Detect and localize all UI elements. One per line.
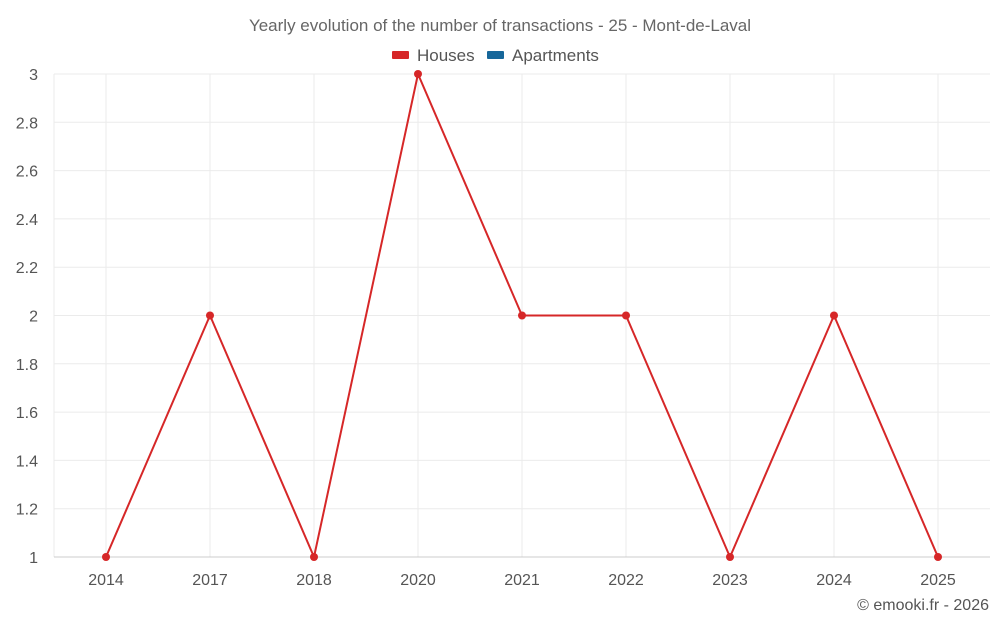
data-point-houses[interactable]	[310, 553, 318, 561]
legend: Houses Apartments	[392, 46, 599, 65]
x-tick-label: 2018	[296, 572, 332, 589]
data-point-houses[interactable]	[518, 311, 526, 320]
y-tick-label: 2	[29, 309, 38, 326]
x-tick-label: 2023	[712, 572, 748, 589]
data-point-houses[interactable]	[830, 311, 838, 320]
data-point-houses[interactable]	[934, 553, 942, 561]
y-tick-label: 1	[29, 550, 38, 567]
x-tick-label: 2014	[88, 572, 124, 589]
legend-swatch-apartments	[487, 51, 504, 59]
y-tick-label: 2.8	[16, 115, 38, 132]
x-tick-label: 2022	[608, 572, 644, 589]
legend-item-apartments[interactable]: Apartments	[487, 46, 599, 65]
y-tick-label: 1.4	[16, 453, 38, 470]
y-tick-label: 1.6	[16, 405, 38, 422]
axes: 1 1.2 1.4 1.6 1.8 2 2.2 2.4 2.6 2.8 3 2014 2017 2018 2…	[16, 67, 990, 589]
x-tick-label: 2024	[816, 572, 852, 589]
credit-text: © emooki.fr - 2026	[857, 597, 989, 614]
legend-item-houses[interactable]: Houses	[392, 46, 475, 65]
x-tick-label: 2025	[920, 572, 956, 589]
chart-title: Yearly evolution of the number of transa…	[249, 16, 751, 35]
series-layer	[102, 70, 942, 561]
data-point-houses[interactable]	[102, 553, 110, 561]
x-tick-label: 2021	[504, 572, 540, 589]
y-tick-label: 1.8	[16, 357, 38, 374]
legend-label-houses: Houses	[417, 46, 475, 65]
data-point-houses[interactable]	[414, 70, 422, 78]
y-tick-label: 2.6	[16, 164, 38, 181]
data-point-houses[interactable]	[206, 311, 214, 320]
x-tick-label: 2017	[192, 572, 228, 589]
legend-label-apartments: Apartments	[512, 46, 599, 65]
y-tick-label: 2.4	[16, 212, 38, 229]
legend-swatch-houses	[392, 51, 409, 59]
data-point-houses[interactable]	[622, 311, 630, 320]
y-tick-label: 2.2	[16, 260, 38, 277]
data-point-houses[interactable]	[726, 553, 734, 561]
y-tick-label: 1.2	[16, 502, 38, 519]
y-tick-label: 3	[29, 67, 38, 84]
x-tick-label: 2020	[400, 572, 436, 589]
